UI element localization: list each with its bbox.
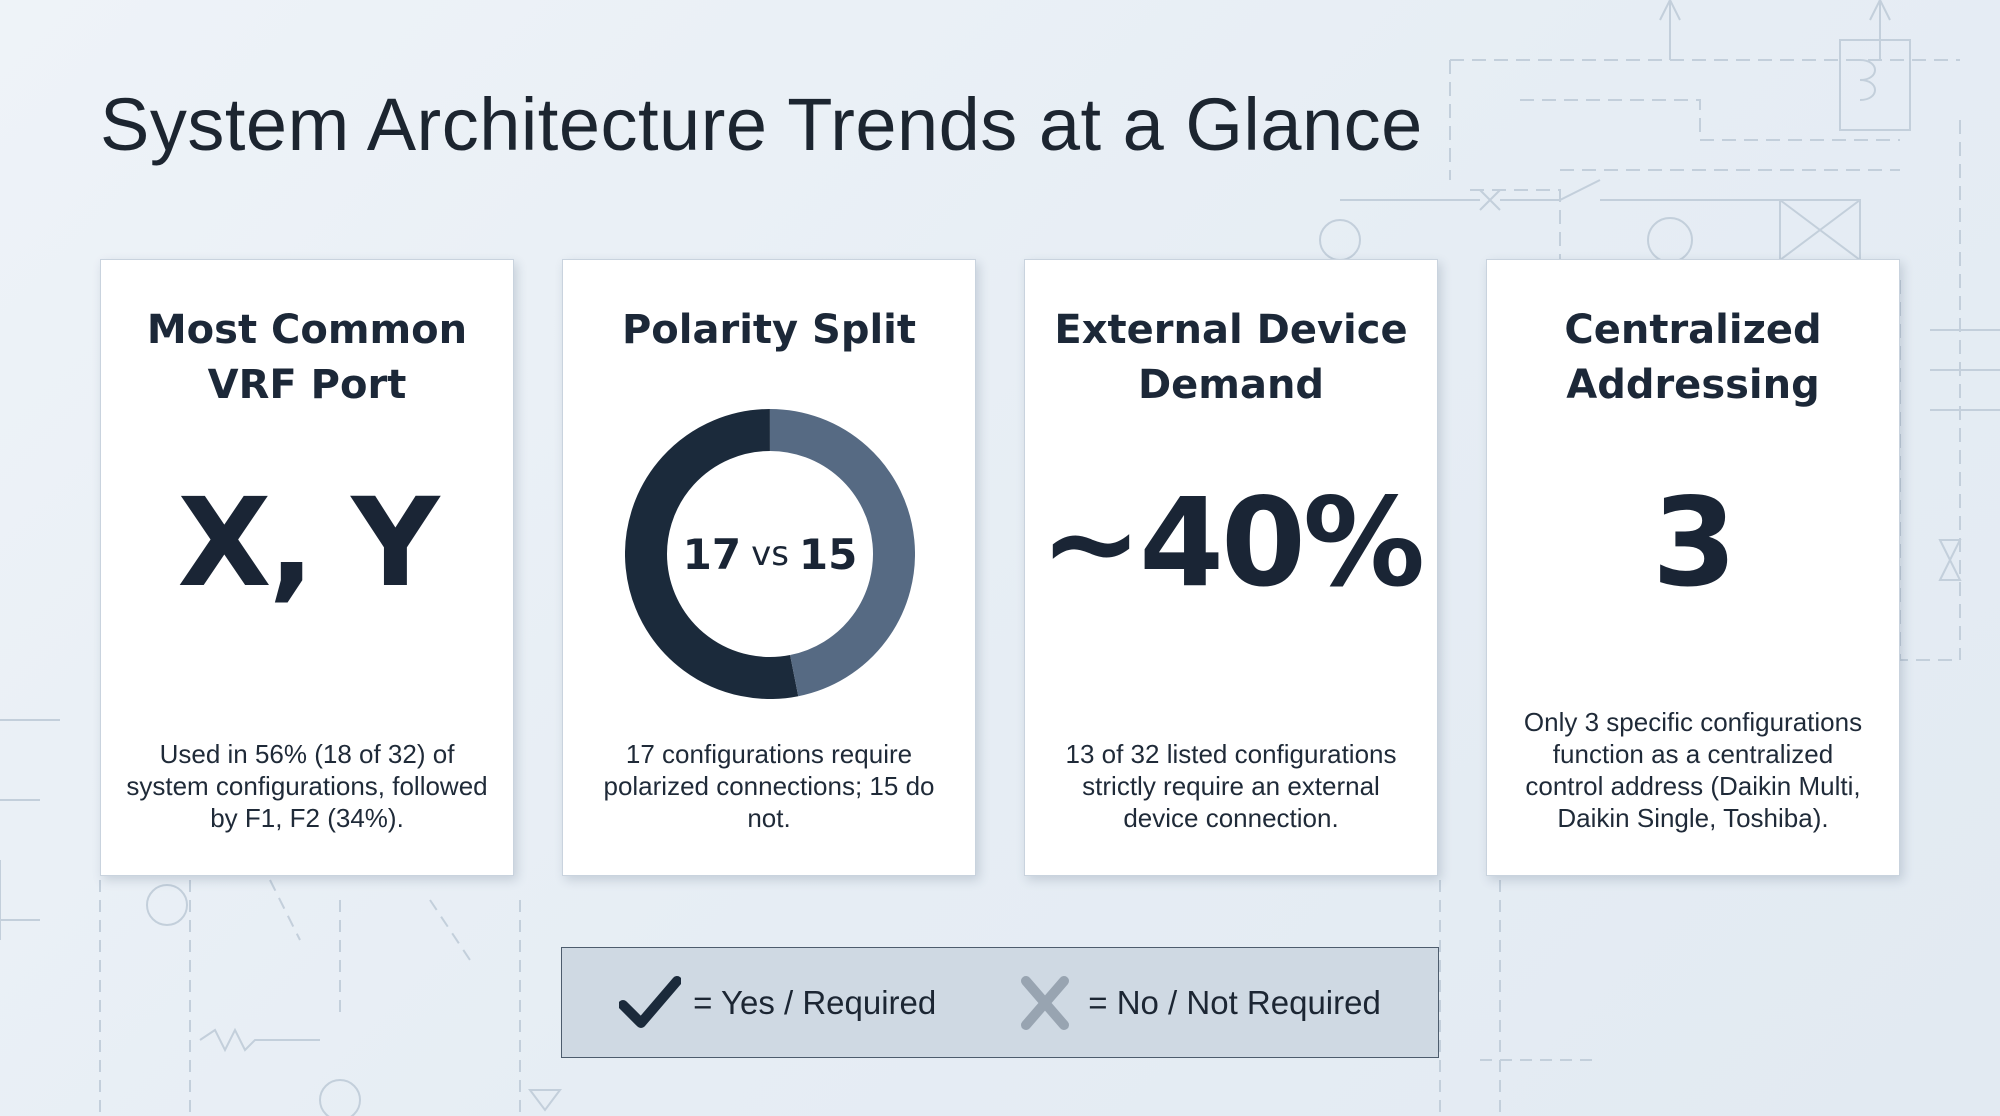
- card-big-value: ~40%: [1039, 472, 1425, 614]
- legend-box: = Yes / Required = No / Not Required: [561, 947, 1439, 1058]
- page-title: System Architecture Trends at a Glance: [100, 83, 1423, 166]
- card-title-line-1: Polarity Split: [621, 307, 917, 353]
- card-title: Most Common VRF Port: [101, 303, 513, 413]
- donut-segment-polarized: [625, 409, 799, 699]
- card-description: 13 of 32 listed configurations strictly …: [1065, 739, 1397, 833]
- card-title-line-2: VRF Port: [207, 362, 407, 408]
- legend-yes-label: = Yes / Required: [693, 983, 937, 1021]
- card-title-line-1: External Device: [1054, 307, 1408, 353]
- donut-right-value: 15: [798, 529, 858, 579]
- card-title-line-2: Demand: [1137, 362, 1325, 408]
- card-title-line-1: Most Common: [146, 307, 468, 353]
- card-description: Only 3 specific configurations function …: [1523, 707, 1863, 833]
- card-polarity-split: Polarity Split 17 vs 15 17 configuration…: [562, 259, 976, 876]
- card-title: Centralized Addressing: [1487, 303, 1899, 413]
- card-most-common-vrf-port: Most Common VRF Port X, Y Used in 56% (1…: [100, 259, 514, 876]
- card-big-value: X, Y: [177, 472, 439, 614]
- donut-vs-text: vs: [751, 534, 789, 574]
- card-title-line-1: Centralized: [1564, 307, 1822, 353]
- card-title-line-2: Addressing: [1566, 362, 1820, 408]
- donut-left-value: 17: [682, 529, 742, 579]
- donut-segment-non-polarized: [769, 409, 915, 697]
- card-title: External Device Demand: [1025, 303, 1437, 413]
- card-description: 17 configurations require polarized conn…: [603, 739, 935, 833]
- polarity-donut-chart: [625, 409, 915, 699]
- card-description: Used in 56% (18 of 32) of system configu…: [126, 739, 488, 833]
- donut-center-label: 17 vs 15: [625, 409, 915, 699]
- card-external-device-demand: External Device Demand ~40% 13 of 32 lis…: [1024, 259, 1438, 876]
- x-mark-icon: [1021, 975, 1070, 1030]
- legend-item-yes: = Yes / Required: [619, 975, 936, 1031]
- legend-item-no: = No / Not Required: [1014, 975, 1381, 1031]
- card-centralized-addressing: Centralized Addressing 3 Only 3 specific…: [1486, 259, 1900, 876]
- card-title: Polarity Split: [563, 303, 975, 358]
- checkmark-icon: [619, 975, 682, 1028]
- legend-no-label: = No / Not Required: [1088, 983, 1381, 1021]
- card-big-value: 3: [1652, 472, 1737, 614]
